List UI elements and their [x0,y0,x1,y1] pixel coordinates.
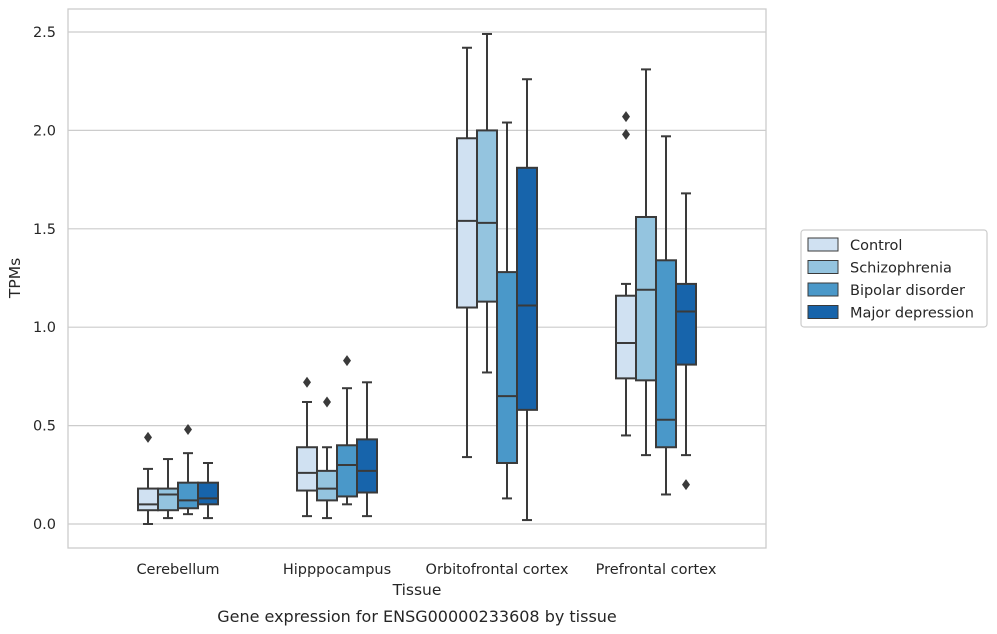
box-control [296,376,318,518]
outlier-point [323,396,331,408]
iqr-box [476,129,498,303]
box-bipolar-disorder [177,424,199,516]
box-bipolar-disorder [655,135,677,496]
iqr-box [456,137,478,309]
box-major-depression [675,192,697,491]
box-schizophrenia [635,68,657,457]
outlier-point [303,376,311,388]
iqr-box [157,487,179,512]
y-tick-labels: 0.0 0.5 1.0 1.5 2.0 2.5 [33,25,56,533]
y-tick-label: 0.5 [33,419,56,435]
box-control [456,46,478,459]
legend-swatch [807,305,839,319]
box-major-depression [197,461,219,520]
outlier-point [184,424,192,436]
iqr-box [197,481,219,506]
outlier-point [682,479,690,491]
legend-swatch [807,237,839,252]
y-tick-label: 0.0 [33,517,56,533]
outlier-point [622,111,630,123]
box-major-depression [356,381,378,518]
legend-swatch [807,260,839,274]
x-tick-label: Orbitofrontal cortex [426,562,569,578]
box-control [615,111,637,437]
iqr-box [496,271,518,464]
y-tick-label: 1.0 [33,320,56,336]
box-bipolar-disorder [496,121,518,500]
iqr-box [635,215,657,382]
iqr-box [615,294,637,380]
iqr-box [675,282,697,366]
x-tick-labels: Cerebellum Hipppocampus Orbitofrontal cort… [136,562,716,578]
y-tick-label: 2.0 [33,123,56,139]
iqr-box [356,438,378,494]
outlier-point [144,431,152,443]
iqr-box [316,469,338,502]
box-layer [137,32,697,525]
x-tick-label: Prefrontal cortex [596,562,717,578]
legend-swatch [807,282,839,297]
iqr-box [296,446,318,492]
box-major-depression [516,78,538,522]
iqr-box [137,487,159,512]
legend: Control Schizophrenia Bipolar disorder Majo… [800,229,988,328]
y-tick-label: 2.5 [33,25,56,41]
box-schizophrenia [476,32,498,374]
outlier-point [622,128,630,140]
y-axis-label: TPMs [6,258,24,299]
outlier-point [343,355,351,367]
legend-label: Major depression [850,306,974,322]
legend-label: Control [850,238,902,254]
legend-frame [800,229,988,328]
iqr-box [177,481,199,510]
iqr-box [516,166,538,411]
x-axis-label: Tissue [392,581,442,599]
legend-label: Bipolar disorder [850,283,965,299]
x-tick-label: Cerebellum [136,562,219,578]
box-schizophrenia [316,396,338,520]
y-tick-label: 1.5 [33,222,56,238]
grid-lines [68,31,766,525]
box-schizophrenia [157,458,179,520]
iqr-box [336,444,358,498]
x-tick-label: Hipppocampus [283,562,391,578]
box-control [137,431,159,525]
legend-label: Schizophrenia [850,261,952,277]
chart-title: Gene expression for ENSG00000233608 by t… [217,607,617,626]
plot-frame [67,8,767,549]
box-bipolar-disorder [336,355,358,506]
